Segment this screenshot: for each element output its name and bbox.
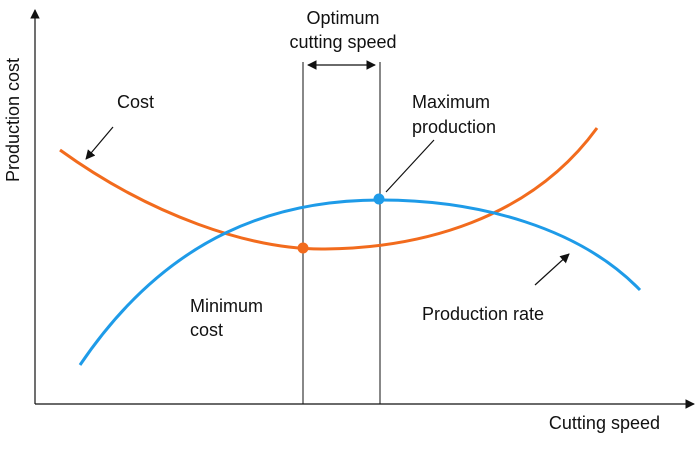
annotation: Optimum [306,8,379,28]
x-axis-label: Cutting speed [549,413,660,433]
pointer-arrow [534,253,570,286]
annotation: Minimum [190,296,263,316]
annotation: cost [190,320,223,340]
annotation: production [412,117,496,137]
annotation: cutting speed [289,32,396,52]
pointer-line [385,139,435,193]
annotation: Maximum [412,92,490,112]
cost-curve [59,127,599,251]
pointer-arrow [85,126,114,160]
maximum-production-point [373,193,385,205]
minimum-cost-point [297,242,309,254]
production-rate-curve [78,198,642,366]
y-axis-label: Production cost [3,58,23,182]
annotation: Production rate [422,304,544,324]
annotation: Cost [117,92,154,112]
